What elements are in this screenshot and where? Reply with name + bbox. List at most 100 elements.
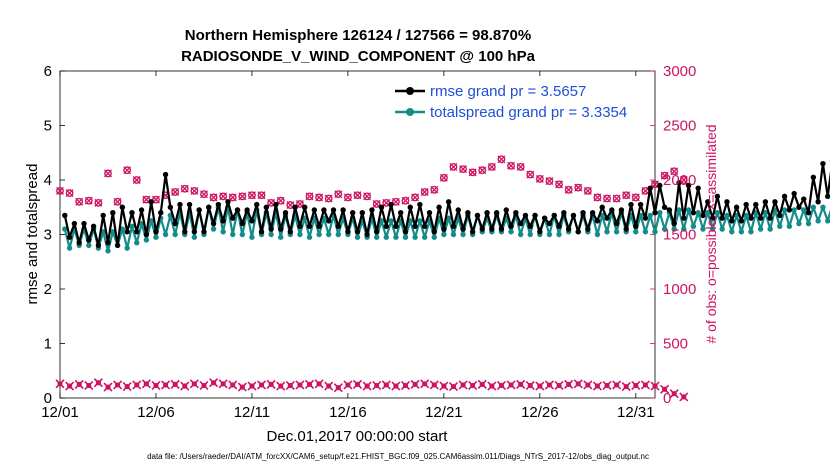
obs-possible-cross-b [651,180,659,189]
rmse-point [340,207,346,213]
obs-assimilated-cross-b [439,381,449,391]
totalspread-point [278,234,284,240]
rmse-point [167,204,174,210]
obs-possible-cross-b [478,166,487,175]
rmse-point [791,190,797,197]
obs-possible-point [487,163,496,171]
rmse-point [661,204,668,210]
rmse-point [143,231,150,238]
rmse-point [359,210,365,216]
rmse-point [86,237,92,243]
obs-possible-point [200,190,208,199]
obs-assimilated-cross-b [55,379,65,389]
totalspread-point [105,248,111,254]
obs-assimilated-cross-b [564,379,574,389]
y-tick-label: 1 [44,336,52,353]
legend-box [390,76,652,120]
rmse-point [685,182,692,189]
totalspread-point [767,226,773,232]
obs-assimilated-cross-b [650,381,660,391]
rmse-point [206,204,212,210]
rmse-point [513,210,519,216]
totalspread-point [191,234,198,240]
obs-possible-point [152,195,160,204]
totalspread-point [556,231,562,238]
obs-possible-point [190,186,199,195]
obs-assimilated-cross-b [573,379,583,389]
obs-possible-point [56,186,64,195]
rmse-point [191,229,198,235]
obs-possible-point [94,198,103,207]
rmse-point [556,223,562,230]
obs-possible-point [84,196,93,205]
obs-possible-cross-b [603,194,611,203]
obs-possible-cross-b [401,196,410,205]
rmse-point [585,226,591,232]
obs-possible-cross-b [56,186,64,195]
obs-possible-cross-b [65,189,74,198]
obs-assimilated-cross-b [640,380,650,390]
rmse-point [810,174,817,180]
totalspread-point [709,226,716,232]
totalspread-point [316,231,322,238]
obs-assimilated-cross-b [477,379,487,389]
totalspread-point [445,215,452,221]
rmse-point [743,201,749,208]
rmse-point [705,199,711,205]
obs-assimilated-cross-b [448,381,459,392]
obs-possible-point [219,192,228,201]
obs-possible-point [324,194,333,203]
totalspread-point [801,207,807,213]
rmse-point [258,229,265,235]
totalspread-point [724,212,730,219]
obs-possible-cross-b [343,193,352,202]
y-tick-label-right: 500 [663,336,688,353]
rmse-point [345,229,351,235]
rmse-point [417,201,423,208]
totalspread-point [642,229,649,235]
totalspread-point [129,223,135,230]
totalspread-point [143,237,150,243]
rmse-point [709,215,716,221]
obs-possible-cross-b [459,165,468,174]
rmse-point [373,229,380,235]
obs-possible-cross-b [382,198,391,207]
totalspread-point [546,231,553,238]
rmse-point [565,226,572,232]
rmse-point [609,207,615,213]
obs-possible-cross-b [468,168,477,177]
obs-possible-cross-b [420,188,429,196]
obs-possible-point [65,189,74,197]
obs-possible-cross-b [487,162,496,171]
obs-assimilated-cross-b [592,381,602,391]
obs-assimilated-cross-b [74,379,84,389]
totalspread-point [685,207,692,213]
obs-possible-cross-b [660,171,669,180]
rmse-point [436,204,442,210]
rmse-point [158,210,164,216]
totalspread-point [124,245,130,251]
totalspread-point [810,204,817,210]
rmse-point [503,207,509,213]
rmse-point [479,226,485,232]
totalspread-point [633,229,639,235]
obs-assimilated-cross-b [400,380,411,391]
data-file-footnote: data file: /Users/raeder/DAI/ATM_forcXX/… [147,452,649,461]
obs-assimilated-cross-b [256,380,267,390]
obs-possible-cross-b [324,194,333,203]
totalspread-point [162,231,169,238]
totalspread-point [460,231,466,238]
obs-possible-point [180,184,189,193]
rmse-point [666,207,673,213]
obs-possible-cross-b [267,198,276,207]
rmse-point [378,204,385,210]
obs-possible-point [430,185,439,194]
rmse-point [76,239,82,246]
obs-assimilated-cross-b [141,379,151,389]
totalspread-point [335,231,342,238]
rmse-point [695,185,701,191]
totalspread-point [748,229,754,235]
obs-assimilated-cross-b [468,380,478,391]
obs-possible-point [238,192,247,201]
obs-possible-point [497,155,506,164]
